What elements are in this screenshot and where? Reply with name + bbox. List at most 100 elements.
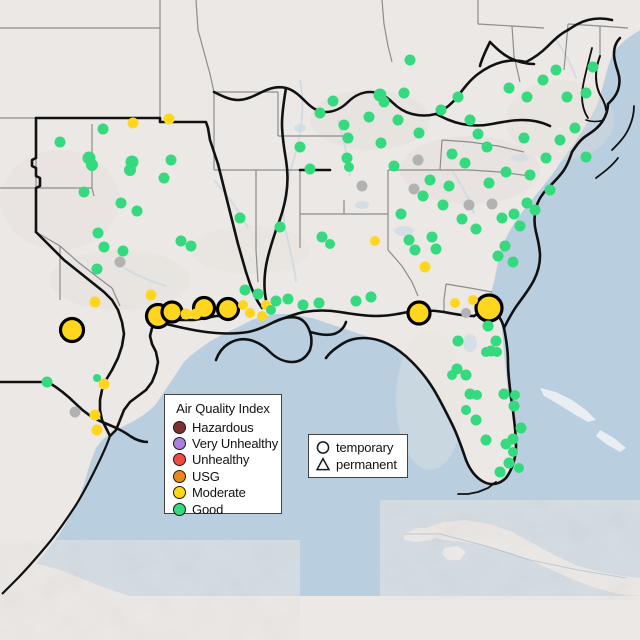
aqi-station-marker[interactable] (117, 245, 129, 257)
aqi-station-marker[interactable] (69, 406, 81, 418)
aqi-station-marker[interactable] (514, 463, 524, 473)
aqi-station-marker[interactable] (89, 296, 101, 308)
aqi-station-marker[interactable] (461, 308, 471, 318)
aqi-station-marker[interactable] (492, 250, 504, 262)
aqi-station-marker[interactable] (316, 231, 328, 243)
aqi-station-marker[interactable] (550, 64, 562, 76)
aqi-station-marker[interactable] (456, 213, 468, 225)
aqi-station-marker[interactable] (463, 199, 475, 211)
aqi-station-marker[interactable] (419, 261, 431, 273)
aqi-station-marker[interactable] (165, 154, 177, 166)
aqi-station-marker[interactable] (145, 289, 157, 301)
aqi-station-marker[interactable] (481, 141, 493, 153)
aqi-station-marker[interactable] (93, 374, 101, 382)
aqi-station-marker[interactable] (468, 295, 478, 305)
aqi-station-marker[interactable] (190, 308, 202, 320)
aqi-station-marker[interactable] (426, 231, 438, 243)
aqi-station-marker[interactable] (97, 123, 109, 135)
aqi-station-marker[interactable] (515, 422, 527, 434)
aqi-station-marker[interactable] (435, 104, 447, 116)
aqi-station-marker[interactable] (215, 296, 241, 322)
aqi-station-marker[interactable] (338, 119, 350, 131)
aqi-station-marker[interactable] (327, 95, 339, 107)
aqi-station-marker[interactable] (325, 239, 335, 249)
aqi-station-marker[interactable] (115, 197, 127, 209)
aqi-station-marker[interactable] (388, 160, 400, 172)
aqi-station-marker[interactable] (499, 240, 511, 252)
aqi-station-marker[interactable] (464, 114, 476, 126)
aqi-station-marker[interactable] (472, 390, 482, 400)
aqi-station-marker[interactable] (98, 241, 110, 253)
aqi-station-marker[interactable] (521, 197, 533, 209)
aqi-station-marker[interactable] (180, 308, 192, 320)
aqi-station-marker[interactable] (245, 308, 255, 318)
aqi-station-marker[interactable] (424, 174, 436, 186)
aqi-station-marker[interactable] (127, 117, 139, 129)
aqi-station-marker[interactable] (514, 220, 526, 232)
aqi-station-marker[interactable] (163, 113, 175, 125)
aqi-station-marker[interactable] (507, 256, 519, 268)
aqi-station-marker[interactable] (446, 148, 458, 160)
aqi-station-marker[interactable] (91, 424, 103, 436)
aqi-station-marker[interactable] (409, 244, 421, 256)
aqi-station-marker[interactable] (124, 164, 136, 176)
aqi-station-marker[interactable] (508, 208, 520, 220)
aqi-station-marker[interactable] (370, 236, 380, 246)
aqi-station-marker[interactable] (483, 177, 495, 189)
aqi-station-marker[interactable] (365, 291, 377, 303)
aqi-station-marker[interactable] (314, 107, 326, 119)
aqi-station-marker[interactable] (363, 111, 375, 123)
aqi-station-marker[interactable] (54, 136, 66, 148)
aqi-station-marker[interactable] (375, 137, 387, 149)
aqi-station-marker[interactable] (92, 227, 104, 239)
aqi-station-marker[interactable] (131, 205, 143, 217)
aqi-station-marker[interactable] (274, 221, 286, 233)
aqi-station-marker[interactable] (252, 288, 264, 300)
aqi-station-marker[interactable] (500, 438, 512, 450)
aqi-station-marker[interactable] (344, 162, 354, 172)
aqi-station-marker[interactable] (266, 305, 276, 315)
aqi-station-marker[interactable] (569, 122, 581, 134)
aqi-station-marker[interactable] (342, 132, 354, 144)
aqi-station-marker[interactable] (580, 87, 592, 99)
aqi-station-marker[interactable] (406, 300, 432, 326)
aqi-station-marker[interactable] (185, 240, 197, 252)
aqi-station-marker[interactable] (78, 186, 90, 198)
aqi-station-marker[interactable] (294, 141, 306, 153)
aqi-station-marker[interactable] (472, 128, 484, 140)
aqi-station-marker[interactable] (461, 405, 471, 415)
aqi-station-marker[interactable] (503, 457, 515, 469)
aqi-station-marker[interactable] (490, 335, 502, 347)
aqi-station-marker[interactable] (580, 151, 592, 163)
aqi-station-marker[interactable] (58, 316, 86, 344)
aqi-station-marker[interactable] (524, 169, 536, 181)
aqi-station-marker[interactable] (561, 91, 573, 103)
aqi-station-marker[interactable] (474, 293, 504, 323)
aqi-station-marker[interactable] (297, 299, 309, 311)
aqi-station-marker[interactable] (470, 414, 482, 426)
aqi-station-marker[interactable] (460, 369, 472, 381)
aqi-station-marker[interactable] (313, 297, 325, 309)
aqi-station-marker[interactable] (404, 54, 416, 66)
aqi-station-marker[interactable] (98, 378, 110, 390)
aqi-station-marker[interactable] (234, 212, 246, 224)
aqi-station-marker[interactable] (447, 370, 457, 380)
aqi-station-marker[interactable] (486, 198, 498, 210)
aqi-station-marker[interactable] (510, 390, 520, 400)
aqi-station-marker[interactable] (413, 127, 425, 139)
aqi-station-marker[interactable] (481, 347, 491, 357)
aqi-station-marker[interactable] (544, 184, 556, 196)
aqi-station-marker[interactable] (480, 434, 492, 446)
aqi-station-marker[interactable] (408, 183, 420, 195)
aqi-station-marker[interactable] (238, 300, 248, 310)
aqi-station-marker[interactable] (356, 180, 368, 192)
aqi-station-marker[interactable] (498, 388, 510, 400)
aqi-station-marker[interactable] (378, 96, 390, 108)
aqi-station-marker[interactable] (86, 159, 98, 171)
aqi-station-marker[interactable] (494, 466, 506, 478)
aqi-station-marker[interactable] (496, 212, 508, 224)
aqi-station-marker[interactable] (554, 134, 566, 146)
aqi-station-marker[interactable] (239, 284, 251, 296)
